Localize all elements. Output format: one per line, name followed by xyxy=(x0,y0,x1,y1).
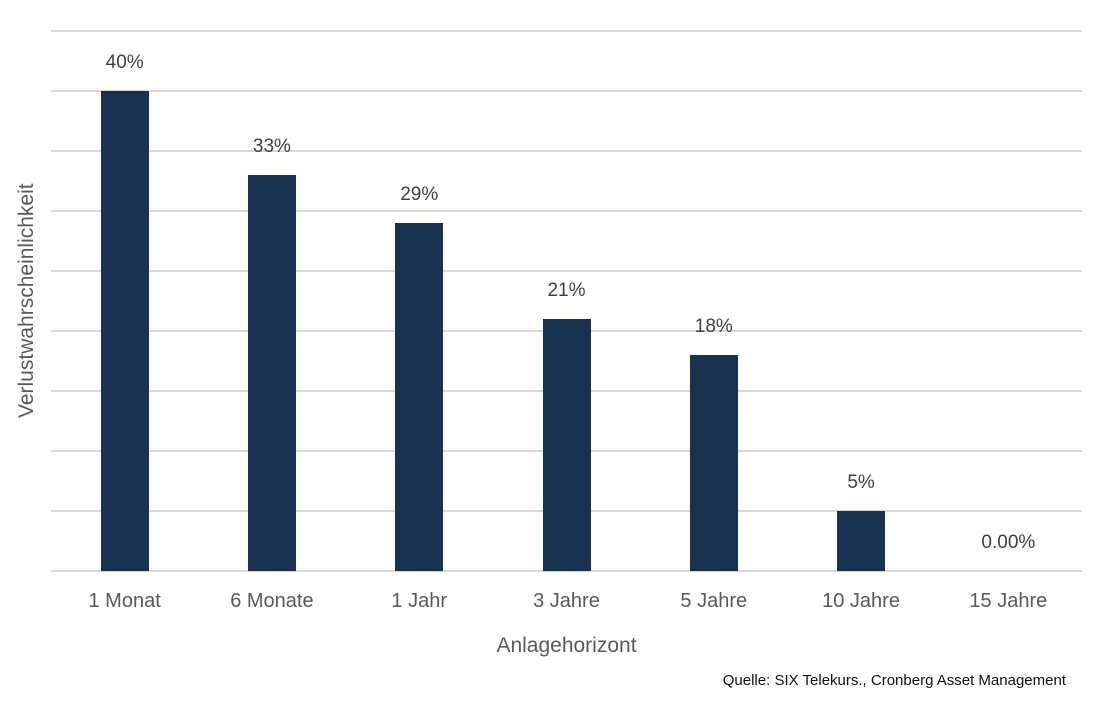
x-axis-tick-label: 6 Monate xyxy=(230,590,314,612)
plot-area: 40% 33% 29% 21% 18% 5% 0.00% xyxy=(51,30,1082,572)
bar-5-jahre xyxy=(689,355,738,571)
gridline xyxy=(51,210,1082,212)
source-note: Quelle: SIX Telekurs., Cronberg Asset Ma… xyxy=(722,672,1066,689)
x-axis-tick-labels: 1 Monat 6 Monate 1 Jahr 3 Jahre 5 Jahre 10 Ja… xyxy=(51,590,1082,613)
y-axis-title: Verlustwahrscheinlichkeit xyxy=(15,183,38,419)
x-axis-tick-label: 10 Jahre xyxy=(822,590,900,612)
bar-1-jahr xyxy=(395,223,444,571)
bar-value-label: 0.00% xyxy=(981,532,1036,553)
bar-value-label: 33% xyxy=(252,136,291,157)
x-axis-title: Anlagehorizont xyxy=(496,634,637,657)
gridline xyxy=(51,30,1082,32)
bar-value-label: 40% xyxy=(105,52,144,73)
bar-value-label: 18% xyxy=(694,316,733,337)
x-axis-tick-label: 15 Jahre xyxy=(969,590,1048,612)
bar-1-monat xyxy=(100,91,149,571)
gridline xyxy=(51,90,1082,92)
bar-3-jahre xyxy=(542,319,591,571)
gridline xyxy=(51,270,1082,272)
bar-value-label: 29% xyxy=(400,184,439,205)
gridline xyxy=(51,150,1082,152)
x-axis-tick-label: 3 Jahre xyxy=(533,590,600,612)
x-axis-tick-label: 1 Jahr xyxy=(391,590,447,612)
x-axis-tick-label: 5 Jahre xyxy=(680,590,748,612)
bar-6-monate xyxy=(247,175,296,571)
bar-value-label: 5% xyxy=(847,472,875,493)
bar-value-label: 21% xyxy=(547,280,586,301)
x-axis-tick-label: 1 Monat xyxy=(88,590,161,612)
x-axis-baseline xyxy=(51,570,1082,572)
bar-10-jahre xyxy=(837,511,886,571)
